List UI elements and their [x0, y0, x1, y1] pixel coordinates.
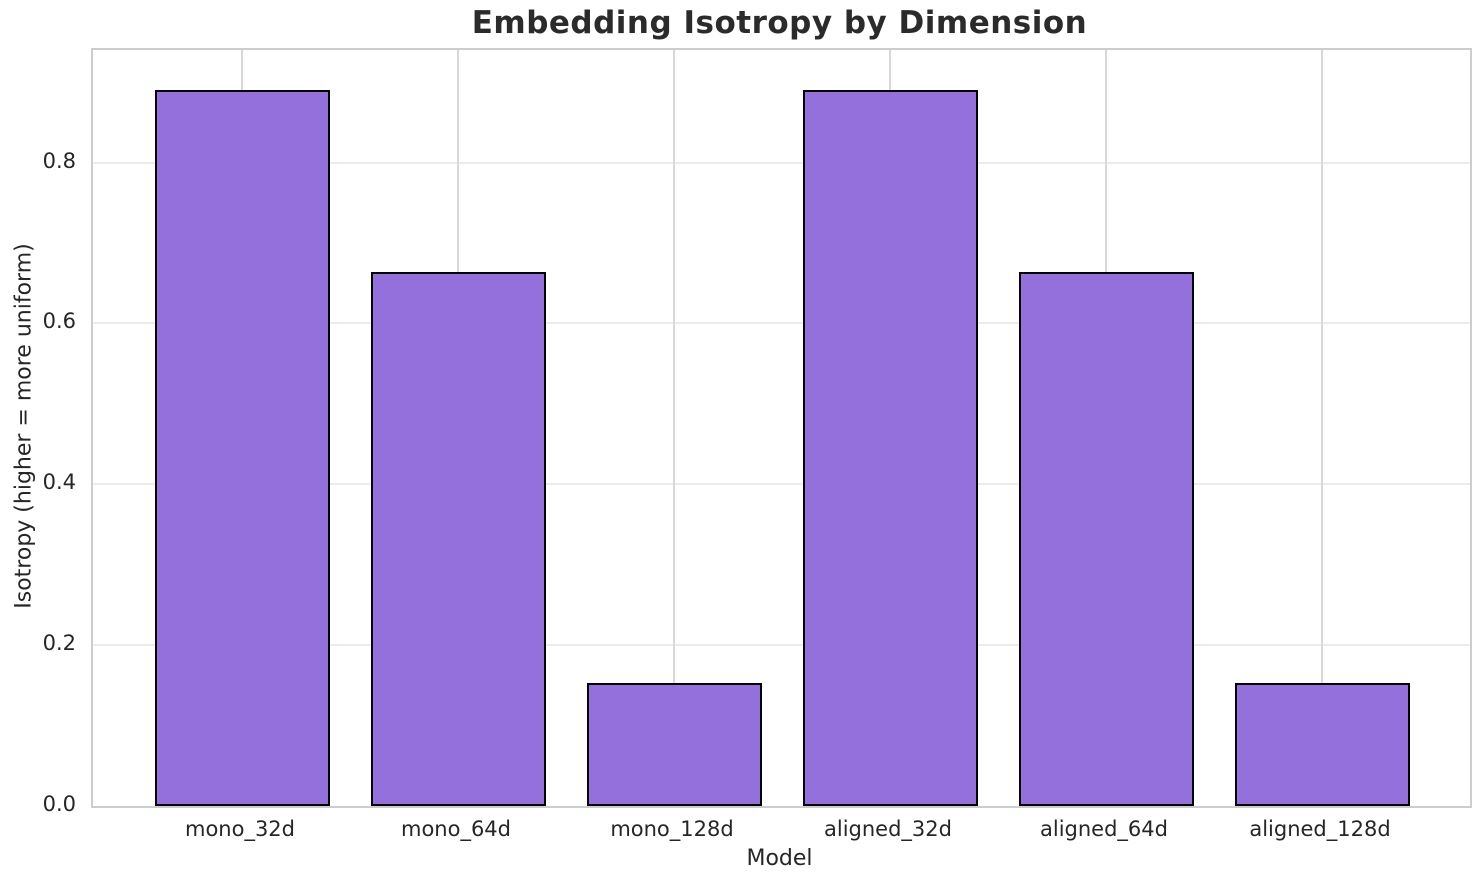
bar-aligned_128d	[1234, 682, 1410, 806]
horizontal-gridline	[93, 483, 1470, 486]
horizontal-gridline	[93, 322, 1470, 325]
x-tick-label-mono_64d: mono_64d	[400, 817, 511, 841]
bar-mono_128d	[586, 682, 762, 806]
vertical-gridline	[1321, 50, 1323, 806]
horizontal-gridline	[93, 644, 1470, 647]
bar-mono_32d	[154, 90, 330, 806]
bar-aligned_32d	[802, 90, 978, 806]
bar-mono_64d	[370, 271, 546, 806]
y-tick-label: 0.2	[42, 631, 76, 656]
bar-aligned_64d	[1018, 271, 1194, 806]
y-tick-label: 0.4	[42, 470, 76, 495]
horizontal-gridline	[93, 161, 1470, 164]
vertical-gridline	[673, 50, 675, 806]
x-tick-label-mono_128d: mono_128d	[610, 817, 734, 841]
x-axis-label: Model	[746, 846, 813, 871]
y-tick-label: 0.8	[42, 148, 76, 173]
y-axis-label: Isotropy (higher = more uniform)	[11, 243, 37, 609]
x-tick-label-aligned_64d: aligned_64d	[1040, 817, 1168, 841]
chart-title: Embedding Isotropy by Dimension	[471, 5, 1088, 41]
x-tick-label-aligned_32d: aligned_32d	[824, 817, 952, 841]
y-tick-label: 0.6	[42, 309, 76, 334]
y-tick-label: 0.0	[42, 792, 76, 816]
plot-area	[91, 48, 1472, 808]
x-tick-label-mono_32d: mono_32d	[184, 817, 295, 841]
x-tick-label-aligned_128d: aligned_128d	[1249, 817, 1391, 841]
